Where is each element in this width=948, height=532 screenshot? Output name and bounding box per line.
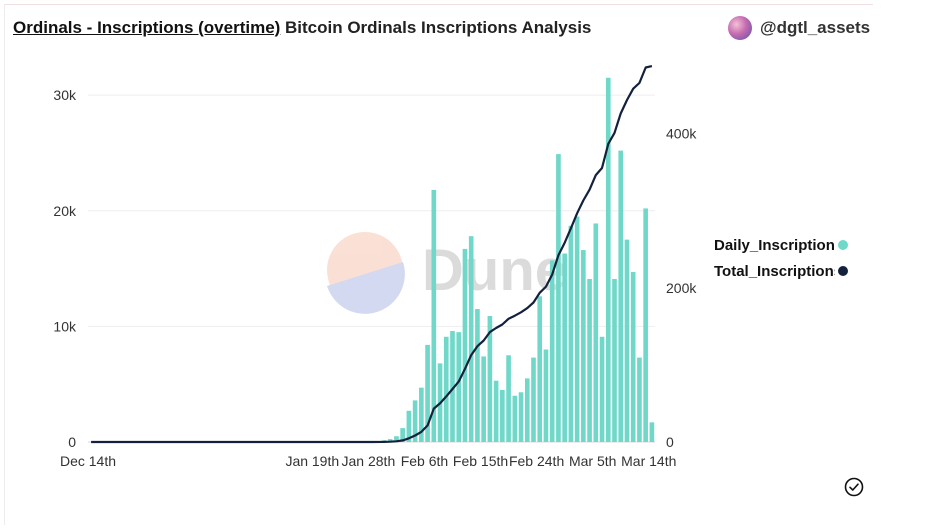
daily-inscriptions-bar bbox=[649, 422, 655, 442]
daily-inscriptions-bar bbox=[456, 332, 462, 442]
y-left-tick-label: 0 bbox=[68, 434, 76, 450]
daily-inscriptions-bar bbox=[450, 331, 455, 442]
daily-inscriptions-bar bbox=[605, 77, 611, 442]
total-inscriptions-line bbox=[91, 65, 653, 444]
author-name: @dgtl_assets bbox=[760, 18, 871, 37]
daily-inscriptions-bar bbox=[493, 380, 499, 442]
daily-inscriptions-bar bbox=[568, 225, 574, 442]
dune-logo-shade bbox=[327, 262, 405, 314]
x-tick-label: Jan 28th bbox=[342, 453, 396, 469]
daily-inscriptions-bar bbox=[406, 410, 412, 442]
x-tick-label: Mar 14th bbox=[621, 453, 676, 469]
daily-inscriptions-bar bbox=[468, 236, 474, 442]
legend-swatch-daily bbox=[838, 240, 848, 250]
daily-inscriptions-bar bbox=[481, 356, 486, 442]
daily-inscriptions-bar bbox=[581, 250, 586, 442]
chart-title-link[interactable]: Ordinals - Inscriptions (overtime) bbox=[13, 18, 281, 37]
check-circle-icon[interactable] bbox=[844, 477, 864, 497]
daily-inscriptions-bar bbox=[412, 400, 418, 442]
daily-inscriptions-bar bbox=[593, 223, 599, 442]
legend-item-daily[interactable]: Daily_Inscriptions bbox=[714, 232, 848, 258]
dune-logo-icon bbox=[327, 232, 403, 308]
daily-inscriptions-bar bbox=[518, 392, 524, 442]
legend-label-daily: Daily_Inscriptions bbox=[714, 236, 835, 254]
daily-inscriptions-bar bbox=[443, 336, 449, 442]
daily-inscriptions-bar bbox=[387, 439, 393, 442]
daily-inscriptions-bar bbox=[556, 154, 561, 442]
daily-inscriptions-bar bbox=[462, 248, 468, 442]
x-tick-label: Jan 19th bbox=[285, 453, 339, 469]
y-left-tick-label: 10k bbox=[53, 318, 77, 334]
y-right-tick-label: 0 bbox=[666, 434, 674, 450]
watermark-text: Dune bbox=[422, 238, 567, 303]
legend-swatch-total bbox=[838, 266, 848, 276]
daily-inscriptions-bar bbox=[425, 344, 430, 442]
y-left-tick-label: 20k bbox=[53, 203, 77, 219]
dune-watermark: Dune bbox=[327, 232, 567, 314]
chart-legend: Daily_Inscriptions Total_Inscriptions bbox=[714, 232, 848, 284]
daily-inscriptions-bar bbox=[537, 296, 543, 442]
legend-item-total[interactable]: Total_Inscriptions bbox=[714, 258, 848, 284]
daily-inscriptions-bar bbox=[574, 216, 580, 442]
daily-inscriptions-bar bbox=[512, 395, 518, 442]
legend-label-total: Total_Inscriptions bbox=[714, 262, 835, 280]
daily-inscriptions-bar bbox=[400, 428, 405, 442]
daily-inscriptions-bar bbox=[549, 260, 555, 442]
x-tick-label: Mar 5th bbox=[569, 453, 616, 469]
daily-inscriptions-bar bbox=[487, 315, 493, 442]
daily-inscriptions-bar bbox=[394, 436, 399, 442]
y-right-tick-label: 400k bbox=[666, 126, 697, 142]
daily-inscriptions-bar bbox=[543, 349, 549, 442]
daily-inscriptions-bar bbox=[630, 272, 636, 442]
daily-inscriptions-bar bbox=[500, 389, 505, 442]
daily-inscriptions-bar bbox=[643, 208, 648, 442]
daily-inscriptions-bar bbox=[624, 239, 630, 442]
daily-inscriptions-bar bbox=[562, 253, 567, 442]
daily-inscriptions-bar bbox=[618, 150, 624, 442]
x-tick-label: Dec 14th bbox=[60, 453, 116, 469]
daily-inscriptions-bar bbox=[531, 357, 536, 442]
x-tick-label: Feb 24th bbox=[509, 453, 564, 469]
daily-inscriptions-bar bbox=[637, 357, 642, 442]
daily-inscriptions-bar bbox=[599, 336, 605, 442]
dashboard-panel bbox=[4, 4, 873, 525]
daily-inscriptions-bar bbox=[587, 278, 592, 442]
x-tick-label: Feb 15th bbox=[453, 453, 508, 469]
daily-inscriptions-bar bbox=[431, 189, 437, 442]
x-tick-label: Feb 6th bbox=[401, 453, 448, 469]
daily-inscriptions-bar bbox=[506, 355, 511, 442]
user-avatar bbox=[728, 16, 752, 40]
y-right-tick-label: 200k bbox=[666, 280, 697, 296]
chart-subtitle: Bitcoin Ordinals Inscriptions Analysis bbox=[285, 18, 592, 37]
daily-inscriptions-bar bbox=[419, 387, 424, 442]
y-left-tick-label: 30k bbox=[53, 87, 77, 103]
author-badge[interactable]: @dgtl_assets bbox=[728, 14, 870, 42]
daily-inscriptions-bar bbox=[612, 278, 617, 442]
daily-inscriptions-bar bbox=[524, 378, 530, 442]
daily-inscriptions-bar bbox=[475, 309, 480, 442]
